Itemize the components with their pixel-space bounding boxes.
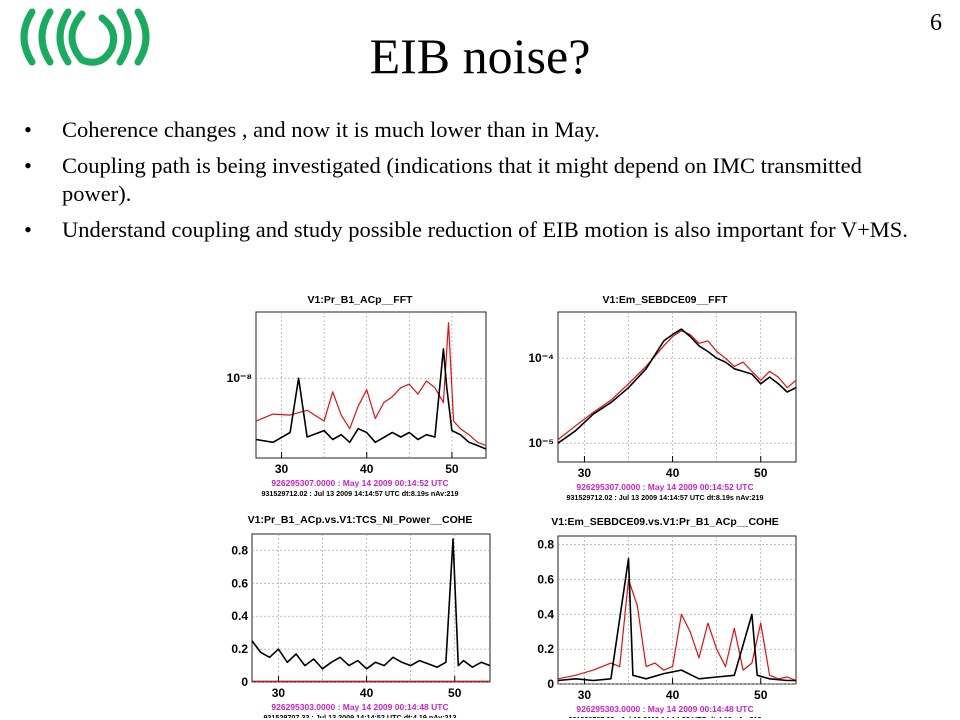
bullet-list: Coherence changes , and now it is much l… <box>22 116 922 252</box>
y-tick-label: 0.2 <box>231 642 248 656</box>
x-tick-label: 50 <box>445 462 459 476</box>
y-tick-label: 0.6 <box>537 573 554 587</box>
slide-number: 6 <box>930 10 942 36</box>
chart-footer-line: 926295303.0000 : May 14 2009 00:14:48 UT… <box>576 704 753 714</box>
coherence-plot-pr-b1-vs-tcs: V1:Pr_B1_ACp.vs.V1:TCS_NI_Power__COHE 30 4… <box>218 508 502 718</box>
series-line-red <box>557 578 797 682</box>
fft-plot-em-sebdce09: V1:Em_SEBDCE09__FFT 30 40 50 10⁻⁴ 10⁻⁵ 9262953… <box>514 288 816 506</box>
series-line-black <box>557 557 796 682</box>
x-tick-label: 40 <box>360 462 374 476</box>
chart-title: V1:Em_SEBDCE09__FFT <box>603 294 728 306</box>
slide-title: EIB noise? <box>369 28 591 84</box>
series-line-black <box>255 348 487 450</box>
chart-footer-line: 931529712.02 : Jul 13 2009 14:14:57 UTC … <box>566 493 763 502</box>
fft-plot-pr-b1: V1:Pr_B1_ACp__FFT 30 40 50 10⁻⁸ 926295307.000… <box>218 288 502 504</box>
chart-footer-line: 931529707.33 : Jul 13 2009 14:14:52 UTC … <box>263 713 456 718</box>
x-tick-label: 50 <box>754 688 768 702</box>
chart-title: V1:Em_SEBDCE09.vs.V1:Pr_B1_ACp__COHE <box>551 516 779 528</box>
x-tick-label: 50 <box>754 466 768 480</box>
y-tick-label: 0.4 <box>231 609 248 623</box>
x-tick-label: 30 <box>578 466 592 480</box>
bullet-item: Coherence changes , and now it is much l… <box>22 116 922 144</box>
y-tick-label: 0.8 <box>537 538 554 552</box>
chart-title: V1:Pr_B1_ACp__FFT <box>307 294 413 306</box>
x-tick-label: 40 <box>666 688 680 702</box>
y-tick-label: 0.6 <box>231 576 248 590</box>
chart-footer-line: 931529712.02 : Jul 13 2009 14:14:57 UTC … <box>261 489 458 498</box>
y-tick-label: 10⁻⁵ <box>529 436 554 450</box>
bullet-item: Understand coupling and study possible r… <box>22 216 922 244</box>
y-tick-label: 0 <box>241 675 248 689</box>
virgo-logo-icon <box>20 8 150 66</box>
x-tick-label: 30 <box>275 462 289 476</box>
plot-frame <box>557 311 797 463</box>
y-tick-label: 10⁻⁴ <box>528 351 554 365</box>
series-line-red <box>255 322 487 447</box>
chart-footer-line: 926295303.0000 : May 14 2009 00:14:48 UT… <box>271 702 448 712</box>
coherence-plot-em-vs-pr-b1: V1:Em_SEBDCE09.vs.V1:Pr_B1_ACp__COHE 30 40… <box>514 510 816 718</box>
chart-footer-line: 931529707.33 : Jul 13 2009 14:14:52 UTC … <box>568 715 761 718</box>
y-tick-label: 0.8 <box>231 543 248 557</box>
plot-frame <box>557 535 797 685</box>
chart-svg: V1:Pr_B1_ACp__FFT 30 40 50 10⁻⁸ 926295307.000… <box>227 294 487 498</box>
x-tick-label: 50 <box>448 686 462 700</box>
grid <box>252 534 490 683</box>
chart-footer-line: 926295307.0000 : May 14 2009 00:14:52 UT… <box>271 478 448 488</box>
series-line-black <box>557 328 797 444</box>
chart-svg: V1:Pr_B1_ACp.vs.V1:TCS_NI_Power__COHE 30 4… <box>231 514 491 718</box>
chart-footer-line: 926295307.0000 : May 14 2009 00:14:52 UT… <box>576 482 753 492</box>
x-tick-label: 30 <box>578 688 592 702</box>
chart-title: V1:Pr_B1_ACp.vs.V1:TCS_NI_Power__COHE <box>248 514 473 526</box>
x-tick-label: 30 <box>272 686 286 700</box>
y-tick-label: 0 <box>547 677 554 691</box>
chart-svg: V1:Em_SEBDCE09__FFT 30 40 50 10⁻⁴ 10⁻⁵ 9262953… <box>528 294 797 502</box>
x-tick-label: 40 <box>666 466 680 480</box>
y-tick-label: 0.2 <box>537 642 554 656</box>
y-tick-label: 0.4 <box>537 607 554 621</box>
chart-svg: V1:Em_SEBDCE09.vs.V1:Pr_B1_ACp__COHE 30 40… <box>537 516 797 718</box>
x-tick-label: 40 <box>360 686 374 700</box>
bullet-item: Coupling path is being investigated (ind… <box>22 152 922 208</box>
series-line-red <box>557 330 797 441</box>
series-line-black <box>251 538 491 670</box>
y-tick-label: 10⁻⁸ <box>227 371 252 385</box>
